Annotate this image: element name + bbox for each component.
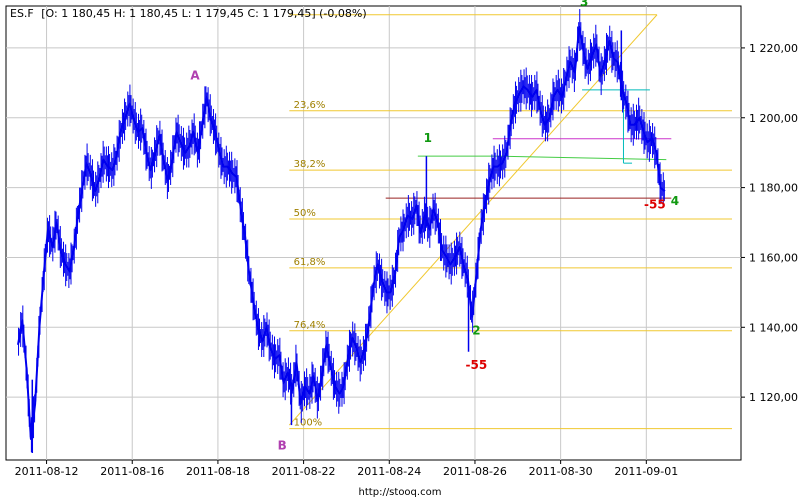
y-tick-label: 1 220,00 xyxy=(749,42,798,55)
fib-level-label: 38,2% xyxy=(294,159,326,170)
wave-labels: A B 1 2 3 4 -55 -55 xyxy=(190,0,679,453)
y-tick-label: 1 180,00 xyxy=(749,182,798,195)
y-tick-label: 1 200,00 xyxy=(749,112,798,125)
wave-label: 4 xyxy=(671,194,679,208)
x-tick-label: 2011-08-22 xyxy=(272,465,336,478)
x-tick-label: 2011-08-24 xyxy=(357,465,421,478)
x-tick-label: 2011-08-12 xyxy=(15,465,79,478)
chart-ohlc: [O: 1 180,45 H: 1 180,45 L: 1 179,45 C: … xyxy=(41,7,366,20)
annotation-line xyxy=(499,155,667,161)
x-tick-label: 2011-08-16 xyxy=(100,465,164,478)
fib-level-label: 76,4% xyxy=(294,320,326,331)
source-footer: http://stooq.com xyxy=(359,487,442,498)
plot-frame xyxy=(5,5,742,461)
wave-label: 3 xyxy=(580,0,588,9)
x-tick-label: 2011-08-30 xyxy=(529,465,593,478)
wave-label: B xyxy=(278,439,287,453)
x-tick-label: 2011-08-26 xyxy=(443,465,507,478)
x-tick-label: 2011-09-01 xyxy=(614,465,678,478)
fib-level-label: 61,8% xyxy=(294,257,326,268)
fib-level-label: 100% xyxy=(294,418,323,429)
wave-label: 2 xyxy=(472,323,480,337)
retrace-annotation: -55 xyxy=(644,198,666,212)
fibonacci-layer: 23,6% 38,2% 50% 61,8% 76,4% 100% xyxy=(288,14,732,430)
chart-symbol: ES.F xyxy=(10,7,34,20)
wave-label: A xyxy=(190,68,200,82)
x-tick-label: 2011-08-18 xyxy=(186,465,250,478)
y-tick-label: 1 140,00 xyxy=(749,321,798,334)
price-series xyxy=(17,9,666,454)
grid-layer xyxy=(6,6,741,460)
retrace-annotation: -55 xyxy=(466,358,488,372)
y-tick-label: 1 160,00 xyxy=(749,251,798,264)
fib-level-label: 23,6% xyxy=(294,100,326,111)
fib-level-label: 50% xyxy=(294,208,316,219)
axis-labels: 1 120,00 1 140,00 1 160,00 1 180,00 1 200,00… xyxy=(15,42,798,478)
chart-title: ES.F [O: 1 180,45 H: 1 180,45 L: 1 179,4… xyxy=(10,7,367,20)
wave-label: 1 xyxy=(424,131,432,145)
y-tick-label: 1 120,00 xyxy=(749,391,798,404)
